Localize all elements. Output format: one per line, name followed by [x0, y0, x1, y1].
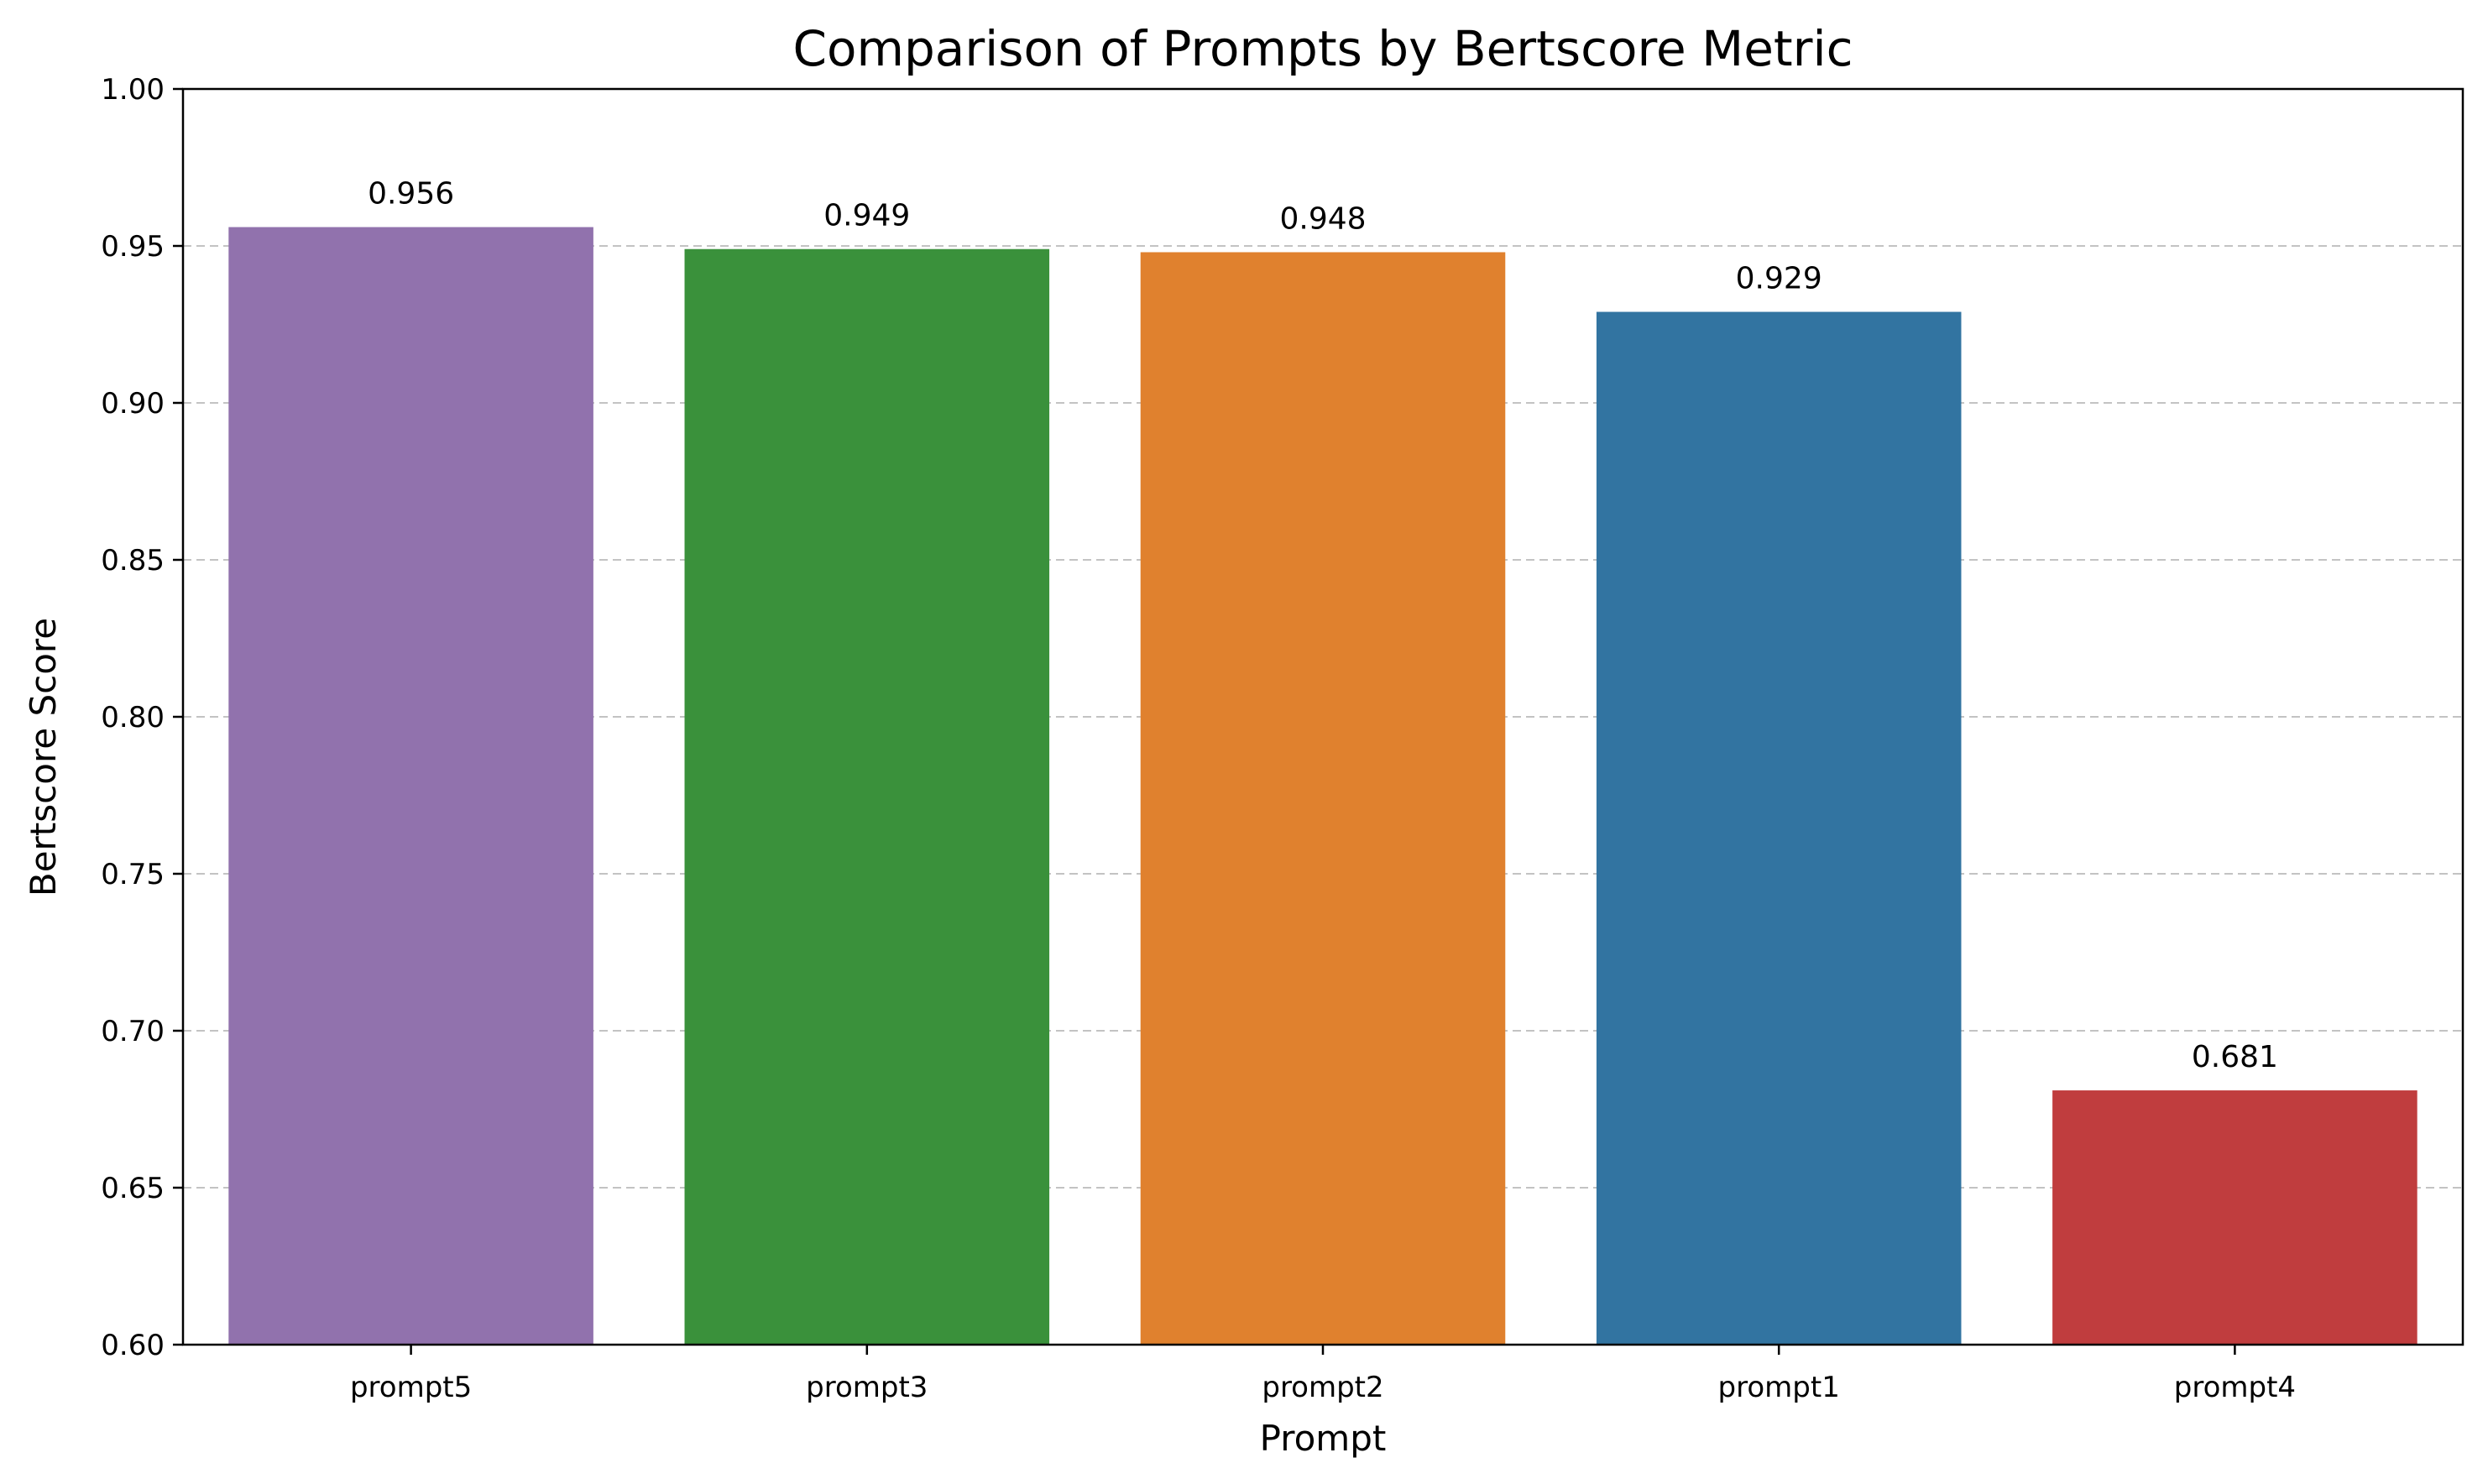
- y-tick-label: 1.00: [101, 73, 165, 107]
- bar-prompt1: [1596, 311, 1962, 1345]
- bar-prompt4: [2052, 1090, 2417, 1345]
- x-tick-label: prompt1: [1718, 1371, 1840, 1404]
- chart-title: Comparison of Prompts by Bertscore Metri…: [792, 20, 1853, 77]
- y-tick-label: 0.80: [101, 701, 165, 734]
- bar-value-label: 0.956: [368, 177, 454, 212]
- bar-prompt3: [684, 248, 1050, 1345]
- y-tick-label: 0.70: [101, 1015, 165, 1048]
- y-tick-label: 0.60: [101, 1329, 165, 1362]
- bar-value-labels: 0.956 0.949 0.948 0.929 0.681: [368, 177, 2278, 1075]
- y-axis-ticks: 0.60 0.65 0.70 0.75 0.80 0.85 0.90 0.95 1.00: [101, 73, 183, 1362]
- x-axis-title: Prompt: [1260, 1418, 1387, 1459]
- bar-value-label: 0.681: [2192, 1040, 2278, 1074]
- x-axis-ticks: prompt5 prompt3 prompt2 prompt1 prompt4: [350, 1345, 2296, 1404]
- x-tick-label: prompt2: [1262, 1371, 1383, 1404]
- x-tick-label: prompt4: [2174, 1371, 2296, 1404]
- x-tick-label: prompt5: [350, 1371, 472, 1404]
- bar-prompt2: [1140, 252, 1506, 1346]
- y-axis-title: Bertscore Score: [23, 618, 64, 896]
- y-tick-label: 0.65: [101, 1172, 165, 1205]
- y-tick-label: 0.75: [101, 858, 165, 891]
- bars: [228, 227, 2417, 1346]
- x-tick-label: prompt3: [806, 1371, 928, 1404]
- bar-value-label: 0.948: [1279, 201, 1366, 236]
- bar-prompt5: [228, 227, 593, 1345]
- bar-value-label: 0.929: [1736, 262, 1822, 296]
- y-tick-label: 0.90: [101, 387, 165, 421]
- bar-value-label: 0.949: [823, 199, 910, 233]
- y-tick-label: 0.85: [101, 544, 165, 577]
- y-tick-label: 0.95: [101, 230, 165, 264]
